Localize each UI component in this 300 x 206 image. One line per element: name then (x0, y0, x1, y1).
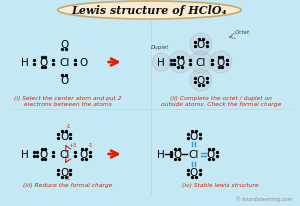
Text: O: O (80, 58, 88, 68)
Text: O: O (197, 40, 205, 50)
Text: O: O (217, 58, 225, 68)
Text: O: O (39, 149, 47, 159)
Ellipse shape (58, 2, 241, 20)
Text: H: H (21, 149, 28, 159)
Text: O: O (60, 40, 68, 50)
Text: O: O (207, 149, 215, 159)
Text: O: O (176, 58, 184, 68)
Text: Duplet: Duplet (151, 45, 169, 50)
Text: O: O (60, 131, 68, 141)
Text: (iv) Stable lewis structure: (iv) Stable lewis structure (182, 182, 259, 187)
Circle shape (152, 54, 170, 72)
Text: Cl: Cl (196, 58, 206, 68)
Text: -1: -1 (88, 142, 93, 147)
Text: Cl: Cl (189, 149, 199, 159)
Text: +3: +3 (68, 142, 76, 147)
Text: O: O (197, 76, 205, 85)
Text: H: H (158, 58, 165, 68)
Text: O: O (190, 131, 198, 141)
Text: O: O (60, 76, 68, 85)
Text: -1: -1 (66, 123, 72, 128)
Text: O: O (39, 58, 47, 68)
Text: O: O (190, 167, 198, 177)
Text: (i) Select the center atom and put 2
electrons between the atoms: (i) Select the center atom and put 2 ele… (14, 96, 122, 106)
Text: O: O (173, 149, 181, 159)
Text: O: O (80, 149, 88, 159)
Circle shape (190, 70, 212, 91)
Circle shape (190, 52, 212, 74)
Text: Lewis structure of HClO₄: Lewis structure of HClO₄ (72, 6, 227, 16)
Text: O: O (60, 167, 68, 177)
Text: Cl: Cl (59, 149, 69, 159)
Circle shape (210, 52, 232, 74)
Text: Octet: Octet (235, 30, 250, 35)
Text: -1: -1 (66, 175, 72, 180)
Circle shape (190, 34, 212, 56)
Text: H: H (158, 149, 165, 159)
Text: (iii) Reduce the formal charge: (iii) Reduce the formal charge (23, 182, 113, 187)
Text: © knordislearning.com: © knordislearning.com (236, 195, 292, 201)
Circle shape (169, 52, 191, 74)
Text: Cl: Cl (59, 58, 69, 68)
Text: (ii) Complete the octet / duplet on
outside atoms. Check the formal charge: (ii) Complete the octet / duplet on outs… (160, 96, 281, 106)
Text: H: H (21, 58, 28, 68)
